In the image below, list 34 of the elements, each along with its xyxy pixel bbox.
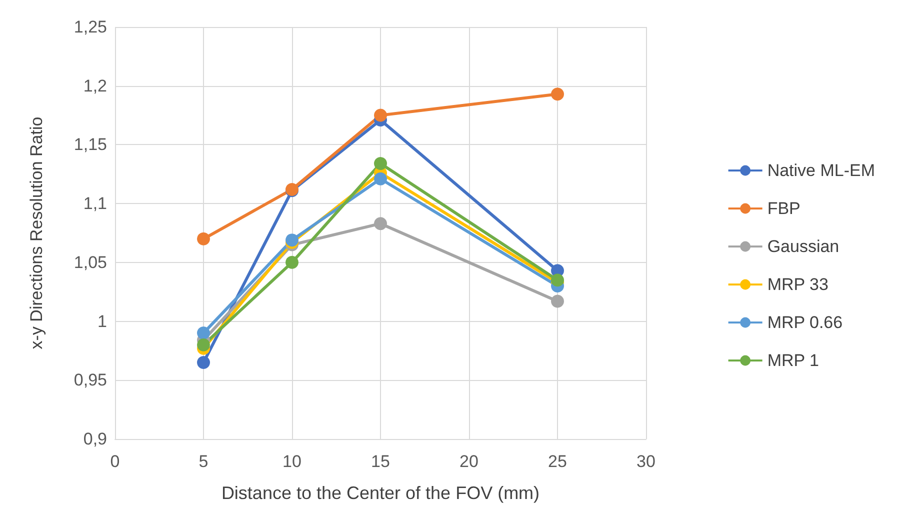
y-tick-label: 1 (98, 312, 107, 331)
point (374, 157, 387, 170)
x-tick-label: 0 (110, 452, 120, 471)
point (197, 338, 210, 352)
legend-label: Native ML-EM (767, 161, 875, 180)
point (551, 294, 564, 308)
point (374, 217, 387, 230)
y-tick-label: 1,1 (83, 194, 107, 214)
point (197, 326, 210, 340)
legend-label: MRP 0.66 (767, 313, 843, 332)
y-tick-label: 0,9 (83, 430, 107, 448)
point (197, 232, 210, 246)
x-tick-label: 15 (371, 452, 390, 471)
point (374, 108, 387, 122)
point (197, 356, 210, 369)
y-axis-title: x-y Directions Resolution Ratio (27, 116, 46, 350)
y-tick-label: 1,15 (74, 135, 107, 154)
point (374, 172, 387, 186)
x-tick-label: 20 (460, 452, 478, 471)
point (551, 88, 564, 101)
y-tick-label: 1,25 (74, 18, 107, 36)
x-tick-label: 25 (548, 452, 567, 471)
legend-label: FBP (767, 199, 800, 218)
x-tick-label: 30 (636, 452, 656, 471)
y-tick-label: 1,2 (83, 76, 107, 96)
y-tick-label: 1,05 (74, 252, 107, 272)
legend-label: MRP 1 (767, 351, 819, 370)
legend-label: Gaussian (767, 237, 840, 256)
x-tick-label: 5 (198, 452, 208, 471)
point (286, 256, 298, 269)
x-axis-title: Distance to the Center of the FOV (mm) (221, 483, 540, 503)
y-tick-label: 0,95 (74, 370, 107, 390)
x-tick-label: 10 (282, 452, 302, 471)
legend-label: MRP 33 (767, 275, 828, 294)
